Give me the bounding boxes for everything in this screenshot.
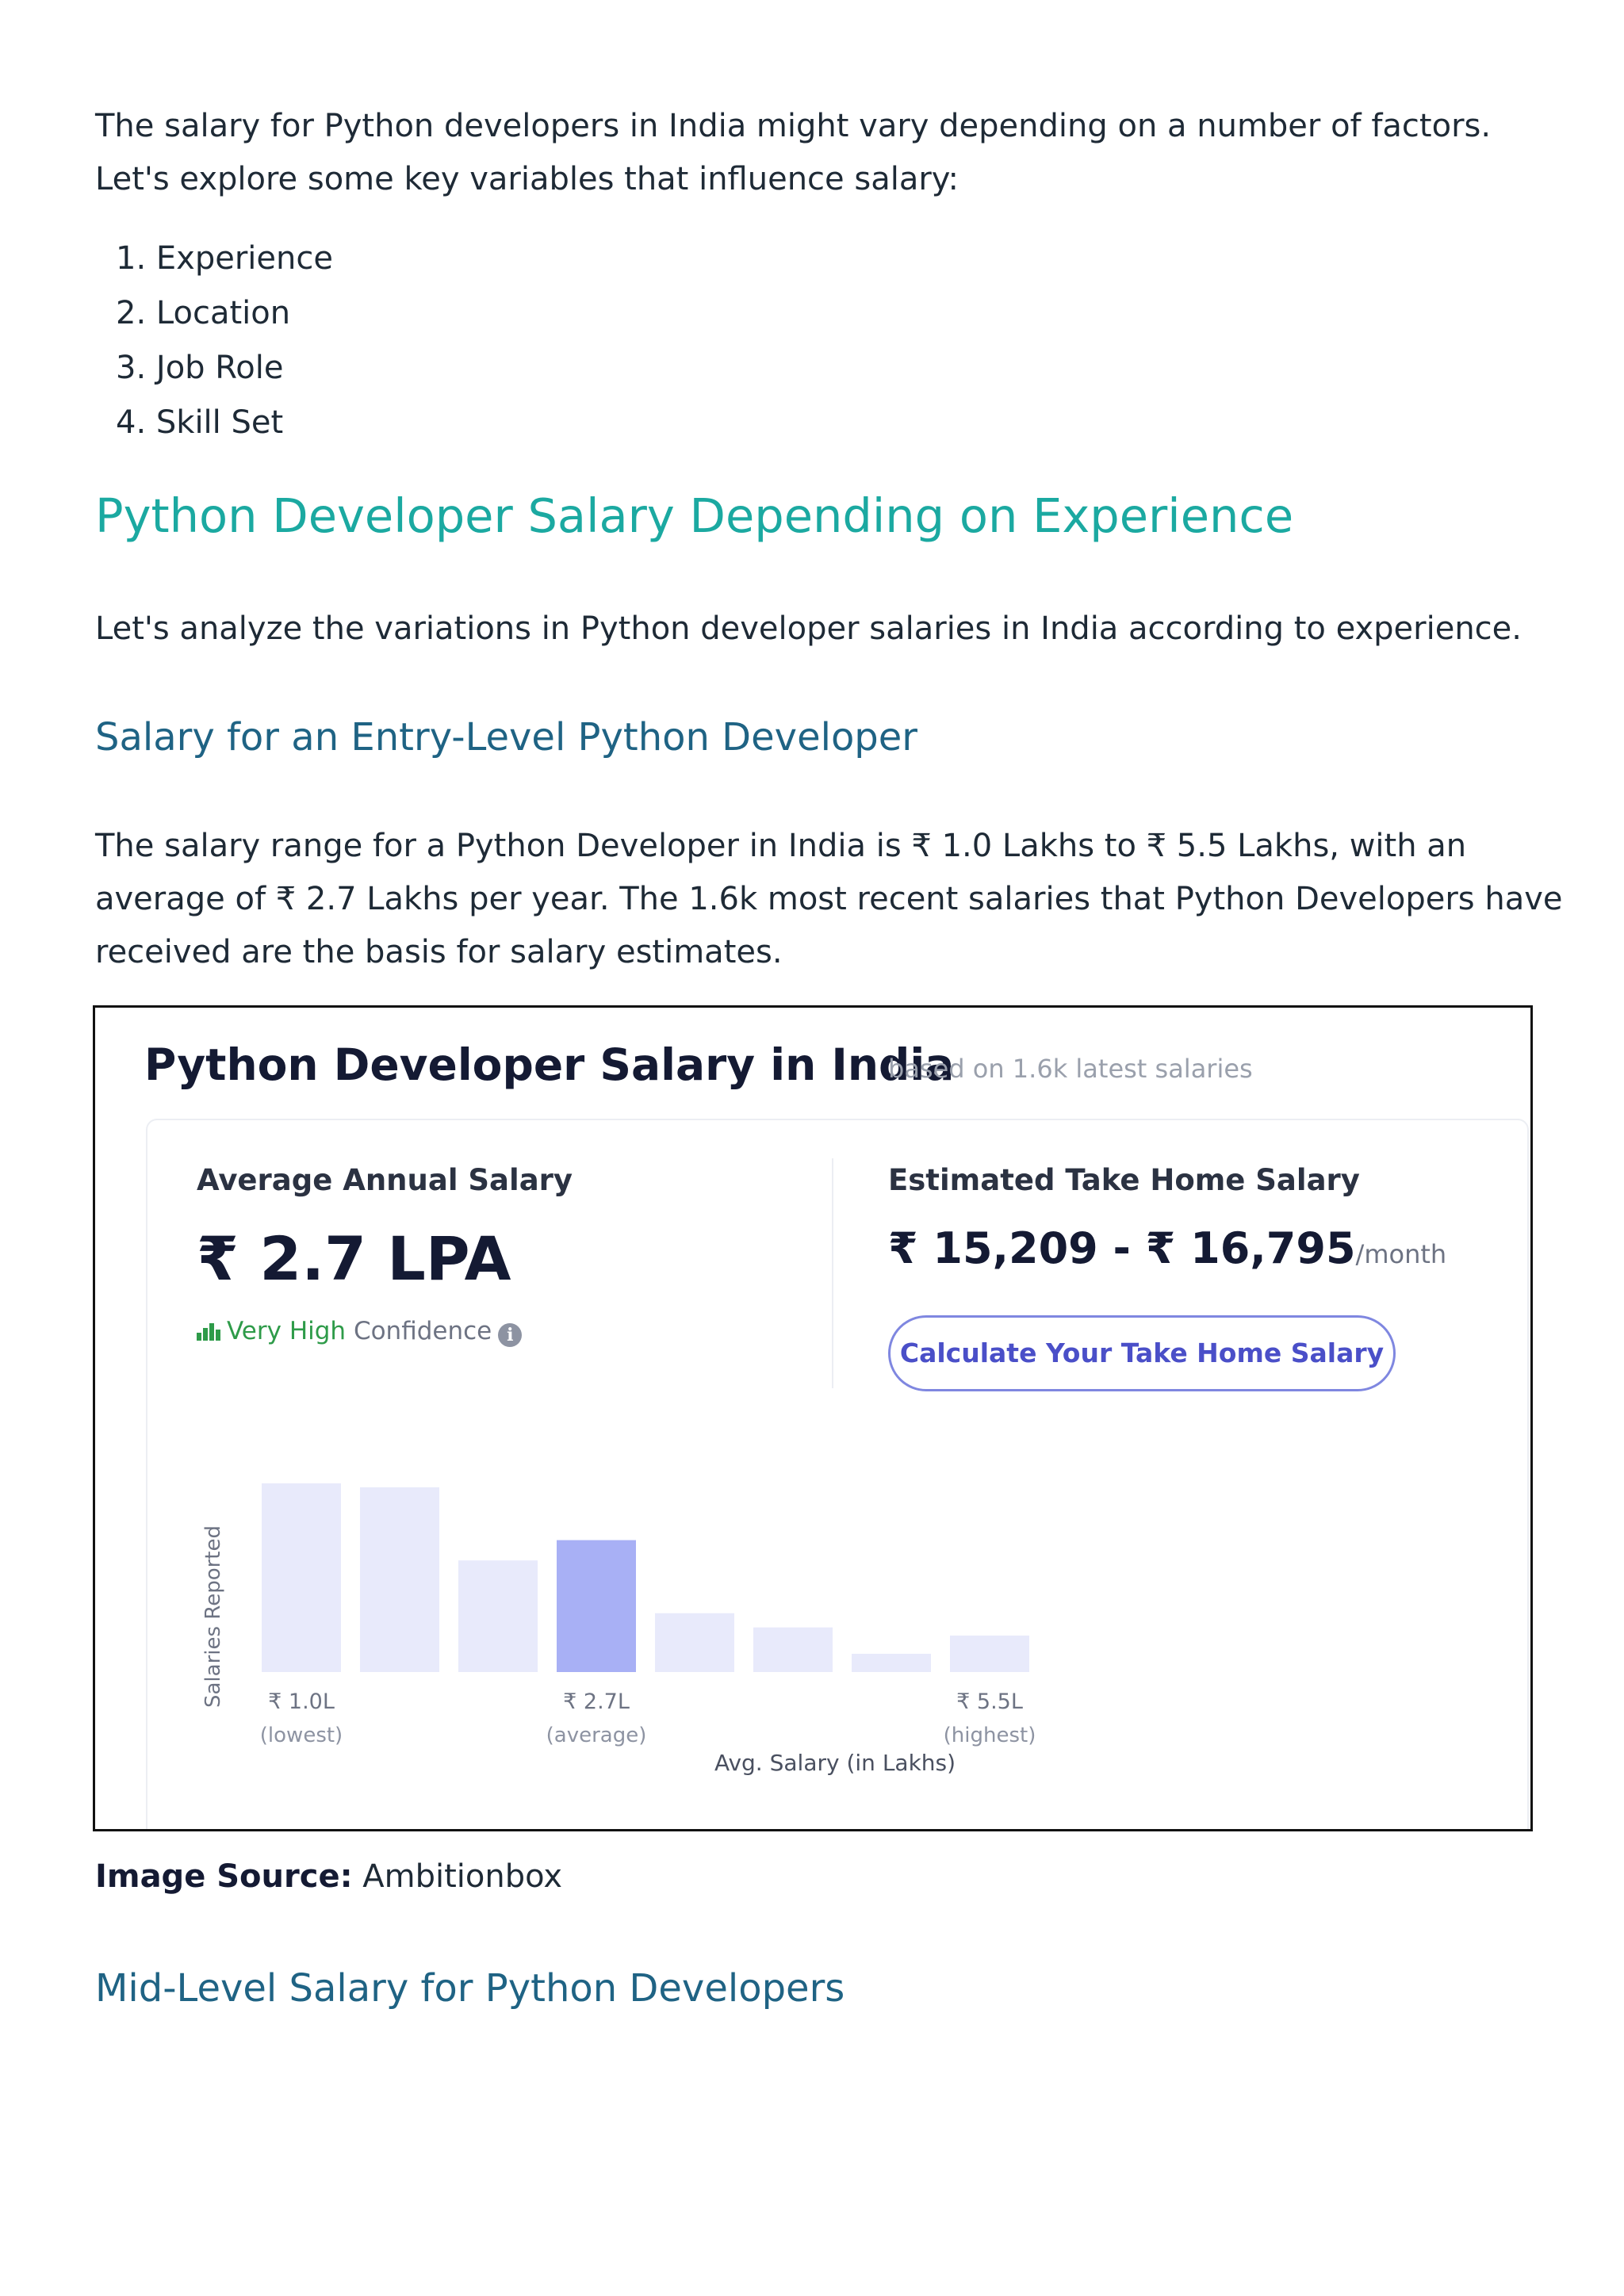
salary-card-image: Python Developer Salary in India based o… <box>93 1005 1533 1831</box>
list-item: 4. Skill Set <box>95 396 333 450</box>
list-item: 3. Job Role <box>95 341 333 396</box>
tick-sublabel: (average) <box>546 1724 647 1747</box>
list-label: Experience <box>155 240 333 277</box>
confidence-word: Confidence <box>353 1317 492 1345</box>
image-source-label: Image Source: <box>95 1858 353 1895</box>
salary-distribution-chart: Salaries Reported ₹ 1.0L (lowest) ₹ 2.7L (a… <box>201 1483 1036 1776</box>
take-home-unit: /month <box>1355 1239 1447 1269</box>
take-home-range: ₹ 15,209 - ₹ 16,795 <box>888 1223 1356 1273</box>
card-inner-panel <box>146 1119 1529 1829</box>
x-axis-label: Avg. Salary (in Lakhs) <box>714 1750 956 1776</box>
chart-bar <box>458 1560 538 1672</box>
take-home-value: ₹ 15,209 - ₹ 16,795/month <box>888 1223 1446 1273</box>
mid-level-heading: Mid-Level Salary for Python Developers <box>95 1966 845 2011</box>
list-number: 3. <box>116 350 147 386</box>
calculate-take-home-button[interactable]: Calculate Your Take Home Salary <box>888 1315 1396 1391</box>
chart-bar <box>852 1653 931 1672</box>
tick-label: ₹ 2.7L <box>563 1689 630 1714</box>
entry-level-heading: Salary for an Entry-Level Python Develop… <box>95 715 918 760</box>
tick-sublabel: (lowest) <box>260 1724 343 1747</box>
average-salary-label: Average Annual Salary <box>197 1163 573 1197</box>
card-title: Python Developer Salary in India <box>144 1039 955 1090</box>
entry-level-paragraph: The salary range for a Python Developer … <box>95 828 1563 970</box>
chart-bar <box>557 1540 636 1672</box>
section-lead: Let's analyze the variations in Python d… <box>95 610 1522 647</box>
card-subtitle: based on 1.6k latest salaries <box>888 1054 1253 1084</box>
section-heading: Python Developer Salary Depending on Exp… <box>95 488 1294 543</box>
y-axis-label: Salaries Reported <box>201 1525 225 1708</box>
list-number: 1. <box>116 240 147 277</box>
intro-paragraph: The salary for Python developers in Indi… <box>95 108 1492 197</box>
list-number: 2. <box>116 295 147 331</box>
info-icon[interactable]: i <box>498 1323 523 1347</box>
list-number: 4. <box>116 404 147 441</box>
confidence-level: Very High <box>227 1317 347 1345</box>
list-item: 1. Experience <box>95 232 333 286</box>
column-divider <box>832 1158 833 1388</box>
chart-bar <box>262 1483 341 1672</box>
image-source-value: Ambitionbox <box>352 1858 563 1895</box>
list-label: Job Role <box>155 350 284 386</box>
take-home-label: Estimated Take Home Salary <box>888 1163 1360 1197</box>
tick-sublabel: (highest) <box>944 1724 1036 1747</box>
tick-label: ₹ 1.0L <box>268 1689 335 1714</box>
chart-bar <box>950 1635 1029 1672</box>
list-label: Location <box>155 295 291 331</box>
image-source: Image Source: Ambitionbox <box>95 1858 562 1895</box>
average-salary-value: ₹ 2.7 LPA <box>197 1223 511 1294</box>
list-label: Skill Set <box>155 404 284 441</box>
chart-bar <box>655 1613 734 1672</box>
tick-label: ₹ 5.5L <box>956 1689 1023 1714</box>
signal-bars-icon <box>197 1322 220 1341</box>
factor-list: 1. Experience 2. Location 3. Job Role 4.… <box>95 232 333 450</box>
confidence-indicator: Very High Confidence i <box>197 1317 523 1347</box>
chart-bar <box>360 1487 439 1672</box>
list-item: 2. Location <box>95 286 333 341</box>
chart-bar <box>753 1627 833 1672</box>
